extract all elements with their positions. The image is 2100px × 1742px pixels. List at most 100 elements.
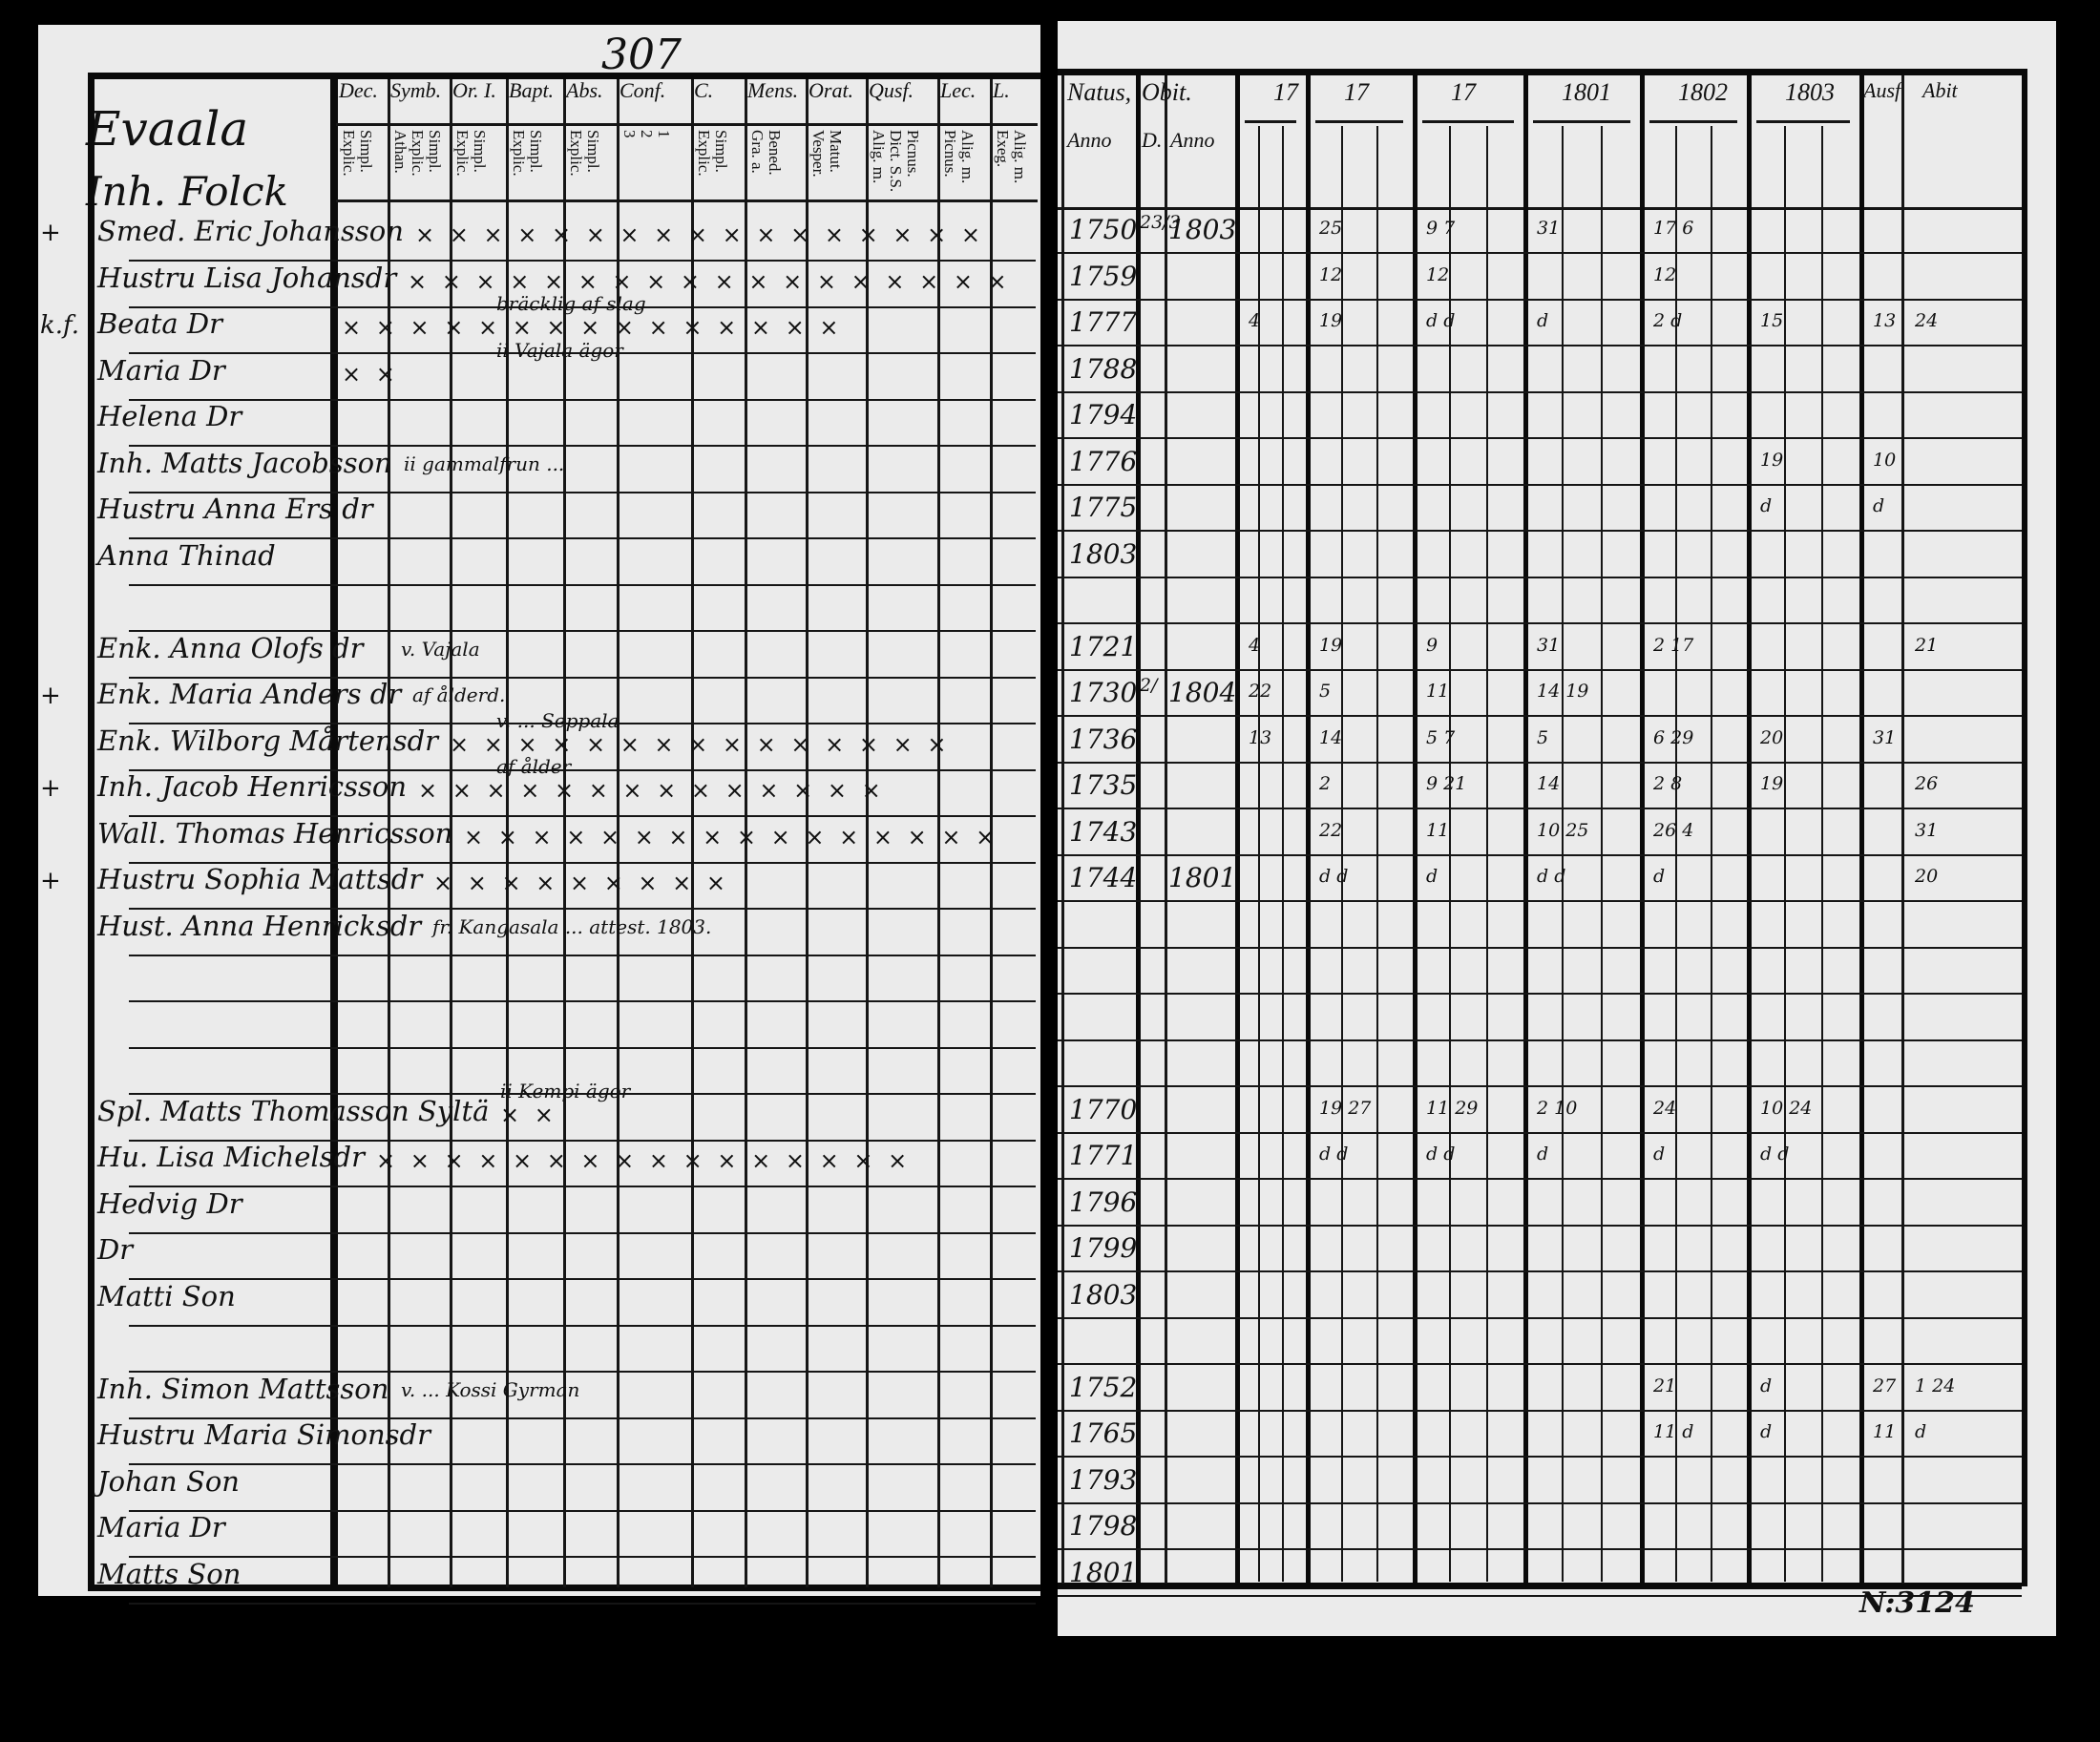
margin-mark: + (40, 774, 61, 803)
column-header: 17 (1451, 78, 1476, 106)
examination-mark: 11 d (1653, 1421, 1694, 1442)
year-rule (1422, 120, 1514, 123)
row-rule (1058, 900, 2022, 902)
examination-mark: d (1653, 1144, 1666, 1165)
column-header: Lec. (940, 78, 976, 102)
column-header: Symb. (390, 78, 442, 102)
catechism-marks: × × × × × × × × × × × × × × × × (464, 823, 999, 850)
row-rule (1058, 1363, 2022, 1365)
birth-year: 1803 (1069, 1278, 1138, 1311)
row-rule (129, 260, 1036, 262)
column-subheader: 2 (638, 130, 656, 138)
examination-mark: 21 (1653, 1375, 1677, 1396)
birth-year: 1775 (1069, 492, 1138, 523)
entry-name: Hust. Anna Henricksdr (97, 909, 422, 942)
column-subheader: Alig. m. (1011, 130, 1029, 184)
examination-mark: 31 (1873, 726, 1897, 748)
row-rule (129, 954, 1036, 956)
row-rule (129, 1417, 1036, 1419)
examination-mark: 19 (1760, 449, 1784, 471)
column-rule (1859, 75, 1864, 1584)
column-rule (1061, 75, 1064, 1584)
entry-note: v. ... Kossi Gyrman (401, 1377, 580, 1401)
birth-year: 1750 (1069, 214, 1138, 245)
examination-mark: 12 (1653, 263, 1677, 285)
birth-year: 1793 (1069, 1463, 1138, 1496)
catechism-marks: × × × × × × × × × (433, 870, 730, 896)
examination-mark: 5 7 (1426, 726, 1456, 748)
death-day: 2/ (1140, 675, 1158, 696)
examination-mark: 10 (1873, 449, 1897, 471)
column-header: Orat. (808, 78, 854, 102)
header-label-rule (336, 123, 1038, 126)
parish-title: Evaala (86, 101, 249, 157)
examination-mark: 13 (1249, 726, 1272, 748)
birth-year: 1798 (1069, 1510, 1138, 1542)
examination-mark: d (1760, 1421, 1773, 1442)
column-rule (1235, 75, 1240, 1584)
examination-mark: d d (1319, 866, 1349, 887)
birth-year: 1765 (1069, 1417, 1138, 1449)
column-subheader: Exeg. (994, 130, 1012, 168)
column-subheader: Dict. S.S. (887, 130, 905, 193)
column-subheader: 1 (655, 130, 673, 138)
birth-year: 1736 (1069, 723, 1138, 755)
row-rule (1058, 1224, 2022, 1227)
header-rule (88, 73, 1040, 79)
row-rule (1058, 437, 2022, 439)
birth-year: 1735 (1069, 769, 1138, 801)
column-subheader: Explic. (409, 130, 427, 177)
column-rule (691, 79, 694, 1587)
year-rule (1756, 120, 1850, 123)
entry-name: Inh. Simon Mattsson (97, 1372, 389, 1405)
entry-name: Dr (97, 1233, 134, 1266)
frame-left-rule (88, 73, 94, 1590)
examination-mark: 15 (1760, 310, 1784, 331)
row-rule (129, 1602, 1036, 1605)
column-header: Or. I. (452, 78, 496, 102)
section-title: Inh. Folck (86, 168, 288, 215)
examination-mark: 2 d (1653, 310, 1683, 331)
entry-name: Maria Dr (97, 1511, 225, 1543)
birth-year: 1788 (1069, 352, 1138, 385)
entry-note: af ålder (496, 755, 572, 778)
birth-year: 1777 (1069, 306, 1138, 338)
examination-mark: d (1915, 1421, 1927, 1442)
examination-mark: 21 (1915, 634, 1939, 656)
footer-rule (88, 1585, 1040, 1591)
birth-year: 1752 (1069, 1371, 1138, 1403)
column-subheader: Simpl. (471, 130, 489, 173)
examination-mark: 14 19 (1537, 681, 1589, 702)
row-rule (129, 1093, 1036, 1095)
column-rule (450, 79, 452, 1587)
examination-mark: d (1653, 866, 1666, 887)
examination-mark: 11 29 (1426, 1097, 1479, 1119)
birth-year: 1721 (1069, 630, 1138, 662)
examination-mark: 31 (1915, 819, 1939, 841)
row-rule (129, 861, 1036, 864)
frame-right-rule (2022, 69, 2027, 1586)
examination-mark: 9 (1426, 634, 1438, 656)
entry-note: ii gammalfrun ... (404, 451, 565, 475)
examination-mark: 5 (1319, 681, 1332, 702)
examination-mark: d d (1319, 1144, 1349, 1165)
entry-name: Inh. Jacob Henricsson (97, 770, 408, 803)
column-subheader: Explic. (453, 130, 472, 177)
birth-year: 1776 (1069, 445, 1138, 477)
column-header: C. (694, 78, 714, 102)
row-rule (129, 1046, 1036, 1049)
row-rule (129, 1231, 1036, 1234)
row-rule (129, 768, 1036, 771)
column-subheader: Picnus. (904, 130, 922, 178)
row-rule (1058, 530, 2022, 532)
column-rule (937, 79, 940, 1587)
birth-year: 1744 (1069, 862, 1138, 893)
row-rule (129, 815, 1036, 817)
examination-mark: 17 6 (1653, 218, 1694, 239)
examination-mark: 31 (1537, 218, 1561, 239)
column-header: Dec. (339, 78, 378, 102)
examination-mark: 26 (1915, 773, 1939, 794)
entry-name: Helena Dr (97, 400, 242, 432)
entry-name: Enk. Anna Olofs dr (97, 631, 364, 664)
row-rule (1058, 298, 2022, 301)
